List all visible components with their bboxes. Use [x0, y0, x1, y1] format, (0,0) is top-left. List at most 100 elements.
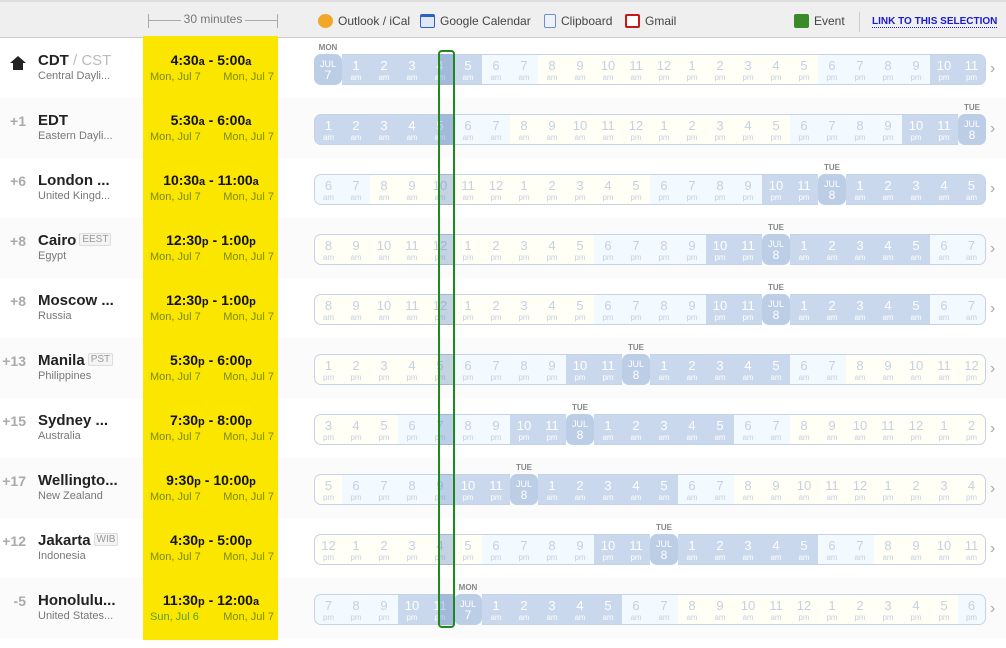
hour-cell[interactable]: 3 am — [846, 294, 874, 325]
hour-cell[interactable]: 8 pm — [342, 594, 370, 625]
hour-cell[interactable]: 12 pm — [314, 534, 342, 565]
hour-cell[interactable]: 5 am — [650, 474, 678, 505]
hour-cell[interactable]: 7 am — [482, 114, 510, 145]
hour-cell[interactable]: 10 pm — [398, 594, 426, 625]
hour-cell[interactable]: 7 pm — [846, 54, 874, 85]
hour-cell[interactable]: 5 am — [902, 294, 930, 325]
outlook-button[interactable]: Outlook / iCal — [318, 14, 410, 28]
hour-cell[interactable]: 7 am — [958, 294, 986, 325]
hour-cell[interactable]: 3 pm — [566, 174, 594, 205]
hour-cell[interactable]: 8 am — [790, 414, 818, 445]
hour-cell[interactable]: 11 am — [874, 414, 902, 445]
hour-cell[interactable]: 7 am — [762, 414, 790, 445]
hour-cell[interactable]: 1 am — [790, 234, 818, 265]
hour-cell[interactable]: 4 pm — [958, 474, 986, 505]
hour-cell[interactable]: 7 pm — [426, 414, 454, 445]
hour-cell[interactable]: 8 pm — [510, 354, 538, 385]
hour-cell[interactable]: 9 pm — [678, 234, 706, 265]
hour-cell[interactable]: 12 pm — [482, 174, 510, 205]
hour-cell[interactable]: 6 am — [482, 54, 510, 85]
hour-cell[interactable]: 1 pm — [818, 594, 846, 625]
hour-cell[interactable]: 6 am — [678, 474, 706, 505]
hour-cell[interactable]: 8 pm — [706, 174, 734, 205]
hour-cell[interactable]: 1 pm — [930, 414, 958, 445]
hour-cell[interactable]: 12 pm — [622, 114, 650, 145]
hour-cell[interactable]: 4 am — [566, 594, 594, 625]
hour-cell[interactable]: 6 am — [930, 294, 958, 325]
hour-cell[interactable]: 6 pm — [958, 594, 986, 625]
hour-cell[interactable]: 6 pm — [398, 414, 426, 445]
hour-cell[interactable]: 6 am — [818, 534, 846, 565]
hour-cell[interactable]: 3 pm — [510, 234, 538, 265]
hour-cell[interactable]: 8 am — [734, 474, 762, 505]
hour-cell[interactable]: 7 pm — [510, 534, 538, 565]
hour-cell[interactable]: 9 am — [342, 294, 370, 325]
hour-cell[interactable]: 12 pm — [426, 294, 454, 325]
hour-cell[interactable]: 10 pm — [454, 474, 482, 505]
timezone-name[interactable]: London ... — [38, 172, 110, 189]
hour-cell[interactable]: 11 am — [958, 534, 986, 565]
hour-cell[interactable]: 5 am — [790, 534, 818, 565]
hour-cell[interactable]: 4 pm — [342, 414, 370, 445]
hour-cell[interactable]: 11 am — [454, 174, 482, 205]
hour-cell[interactable]: 11 pm — [622, 534, 650, 565]
hour-cell[interactable]: 3 pm — [370, 354, 398, 385]
hour-strip[interactable]: 7 pm 8 pm 9 pm 10 pm 11 pm MON JUL 7 1 am 2 am 3 am 4 am 5 am 6… — [314, 583, 986, 625]
timezone-name[interactable]: CDT / CST — [38, 52, 111, 69]
hour-cell[interactable]: 7 am — [846, 534, 874, 565]
hour-cell[interactable]: 7 am — [342, 174, 370, 205]
hour-cell[interactable]: 4 pm — [902, 594, 930, 625]
hour-cell[interactable]: 10 am — [902, 354, 930, 385]
hour-cell[interactable]: 6 pm — [594, 234, 622, 265]
hour-cell[interactable]: 8 pm — [650, 234, 678, 265]
hour-cell[interactable]: 5 am — [958, 174, 986, 205]
hour-cell[interactable]: 11 pm — [734, 234, 762, 265]
chevron-right-icon[interactable]: › — [990, 480, 996, 497]
hour-cell[interactable]: 2 pm — [370, 534, 398, 565]
hour-cell[interactable]: 4 pm — [762, 54, 790, 85]
timezone-name[interactable]: Jakarta WIB — [38, 532, 119, 549]
hour-cell[interactable]: 3 pm — [734, 54, 762, 85]
hour-cell[interactable]: 6 am — [454, 114, 482, 145]
hour-cell[interactable]: 4 am — [874, 234, 902, 265]
hour-cell[interactable]: 1 am — [790, 294, 818, 325]
hour-cell[interactable]: 7 pm — [370, 474, 398, 505]
hour-cell[interactable]: 9 am — [398, 174, 426, 205]
hour-cell[interactable]: 8 am — [538, 54, 566, 85]
hour-cell[interactable]: 4 pm — [398, 354, 426, 385]
hour-cell[interactable]: 8 am — [678, 594, 706, 625]
hour-cell[interactable]: 10 am — [566, 114, 594, 145]
hour-cell[interactable]: 1 am — [678, 534, 706, 565]
hour-cell[interactable]: 3 am — [706, 354, 734, 385]
hour-cell[interactable]: 3 pm — [398, 534, 426, 565]
date-cell[interactable]: JUL 8 — [762, 294, 790, 325]
hour-cell[interactable]: 10 am — [370, 234, 398, 265]
hour-cell[interactable]: 3 am — [650, 414, 678, 445]
hour-cell[interactable]: 6 pm — [818, 54, 846, 85]
hour-cell[interactable]: 10 pm — [902, 114, 930, 145]
hour-cell[interactable]: 2 am — [342, 114, 370, 145]
hour-cell[interactable]: 7 am — [706, 474, 734, 505]
date-cell[interactable]: JUL 8 — [958, 114, 986, 145]
hour-cell[interactable]: 6 pm — [650, 174, 678, 205]
hour-cell[interactable]: 6 pm — [482, 534, 510, 565]
hour-cell[interactable]: 12 pm — [846, 474, 874, 505]
hour-cell[interactable]: 7 am — [510, 54, 538, 85]
timezone-name[interactable]: Cairo EEST — [38, 232, 112, 249]
hour-cell[interactable]: 9 pm — [734, 174, 762, 205]
hour-cell[interactable]: 10 am — [930, 534, 958, 565]
hour-cell[interactable]: 11 pm — [734, 294, 762, 325]
hour-cell[interactable]: 2 pm — [846, 594, 874, 625]
hour-cell[interactable]: 11 am — [622, 54, 650, 85]
hour-cell[interactable]: 3 pm — [314, 414, 342, 445]
hour-cell[interactable]: 2 pm — [706, 54, 734, 85]
hour-cell[interactable]: 11 pm — [426, 594, 454, 625]
hour-cell[interactable]: 5 pm — [790, 54, 818, 85]
hour-cell[interactable]: 8 am — [314, 234, 342, 265]
hour-cell[interactable]: 1 pm — [874, 474, 902, 505]
google-calendar-button[interactable]: Google Calendar — [420, 14, 531, 28]
hour-cell[interactable]: 6 am — [622, 594, 650, 625]
hour-cell[interactable]: 3 am — [846, 234, 874, 265]
hour-cell[interactable]: 5 am — [706, 414, 734, 445]
hour-cell[interactable]: 5 am — [454, 54, 482, 85]
